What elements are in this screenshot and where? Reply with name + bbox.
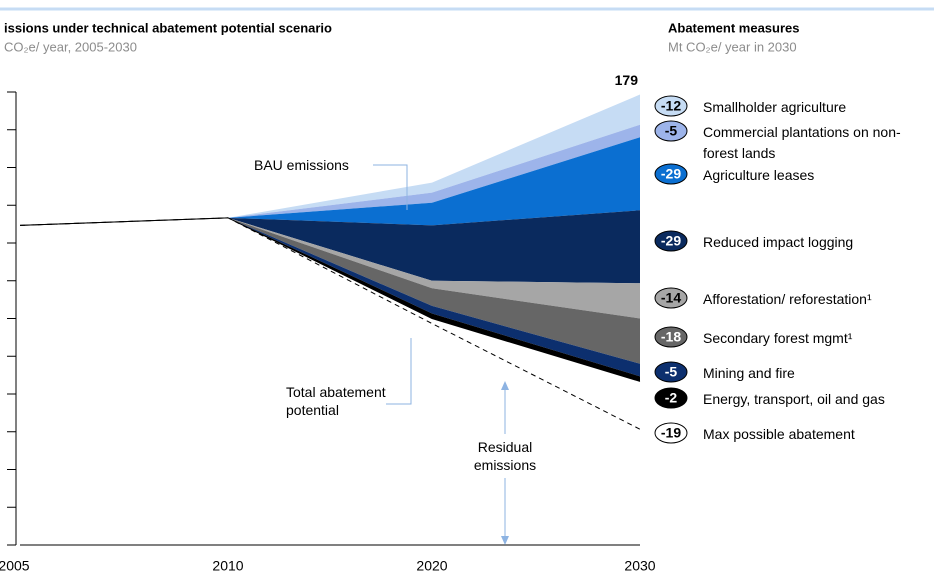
- legend-badge: [654, 287, 688, 309]
- legend-subtitle: Mt CO₂e/ year in 2030: [668, 39, 797, 54]
- bau-line: [19, 217, 229, 226]
- residual-annotation: Residual emissions: [473, 439, 537, 473]
- arrow-head: [501, 536, 509, 545]
- legend-label: Agriculture leases: [703, 167, 815, 183]
- legend-label: Max possible abatement: [703, 426, 855, 442]
- chart-subtitle: CO₂e/ year, 2005-2030: [4, 39, 137, 54]
- legend-value: -5: [665, 364, 678, 380]
- legend-value: -18: [661, 329, 681, 345]
- legend-title: Abatement measures: [668, 20, 800, 35]
- legend-label: Smallholder agriculture: [703, 99, 847, 115]
- legend-badge: [654, 163, 688, 185]
- legend-value: -2: [665, 390, 678, 406]
- legend-label: Secondary forest mgmt¹: [703, 330, 853, 346]
- area-band: [20, 124, 640, 226]
- legend-label: Mining and fire: [703, 365, 795, 381]
- legend-badge: [654, 120, 688, 142]
- chart-title: issions under technical abatement potent…: [4, 20, 332, 35]
- arrow-head: [501, 381, 509, 390]
- legend-label: Reduced impact logging: [703, 234, 854, 250]
- callout-line: [386, 338, 412, 405]
- legend-value: -12: [661, 98, 681, 114]
- legend-label: Energy, transport, oil and gas: [703, 391, 885, 407]
- legend-value: -29: [661, 166, 681, 182]
- legend-value: -29: [661, 233, 681, 249]
- legend-badge: [654, 95, 688, 117]
- legend-badge: [654, 361, 688, 383]
- legend-label: Commercial plantations on non-forest lan…: [703, 124, 901, 161]
- area-band: [20, 217, 640, 319]
- plot-area: 2005 2010 2020 2030 179: [0, 72, 656, 573]
- x-tick-label: 2010: [212, 558, 243, 574]
- legend-label: Afforestation/ reforestation¹: [703, 291, 872, 307]
- abatement-annotation: Total abatement potential: [286, 384, 386, 418]
- bau-annotation: BAU emissions: [254, 157, 349, 173]
- area-band: [20, 94, 640, 226]
- legend-badge: [654, 387, 688, 409]
- area-band: [20, 137, 640, 226]
- legend-badge: [654, 326, 688, 348]
- legend-value: -5: [665, 123, 678, 139]
- legend-badge: [654, 422, 688, 444]
- area-band: [20, 210, 640, 284]
- callout-line: [373, 164, 408, 210]
- bau-total-label: 179: [615, 72, 639, 88]
- x-tick-label: 2020: [416, 558, 447, 574]
- legend-value: -19: [661, 425, 681, 441]
- legend-badge: [654, 230, 688, 252]
- x-tick-label: 2030: [624, 558, 655, 574]
- x-tick-label: 2005: [0, 558, 30, 574]
- label-bg: [455, 434, 555, 478]
- legend-value: -14: [661, 290, 681, 306]
